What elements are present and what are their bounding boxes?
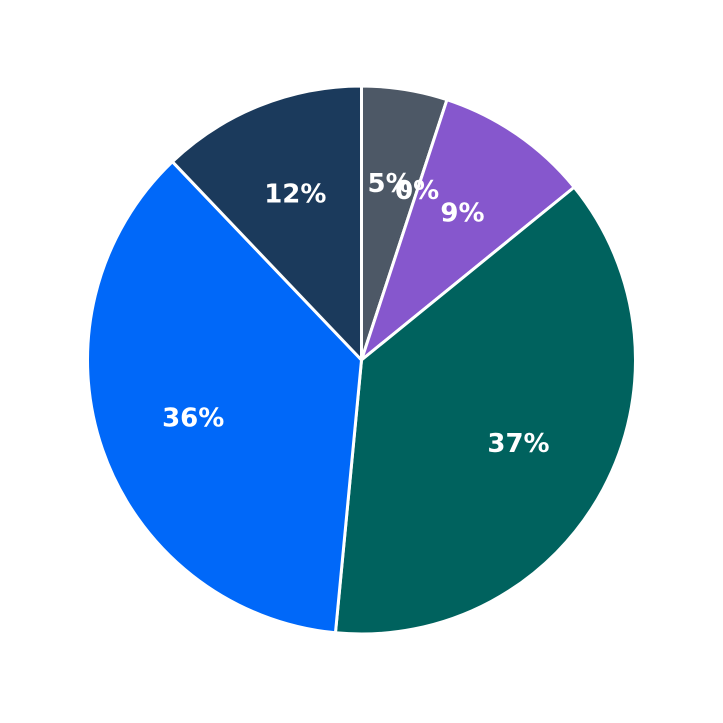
pie-slice-pct-label-4: 36% [162, 403, 224, 433]
pie-slice-4 [86, 160, 363, 635]
pie-slice-pct-label-2: 9% [440, 198, 484, 228]
pie-slice-pct-label-5: 12% [264, 180, 326, 210]
pie-slice-pct-label-1: 0% [395, 176, 439, 206]
pie-slice-2 [360, 98, 576, 362]
pie-slice-pct-label-0: 5% [368, 169, 412, 199]
pie-slice-3 [333, 185, 637, 636]
pie-slice-5 [170, 84, 363, 362]
pie-slice-pct-label-3: 37% [487, 429, 549, 459]
